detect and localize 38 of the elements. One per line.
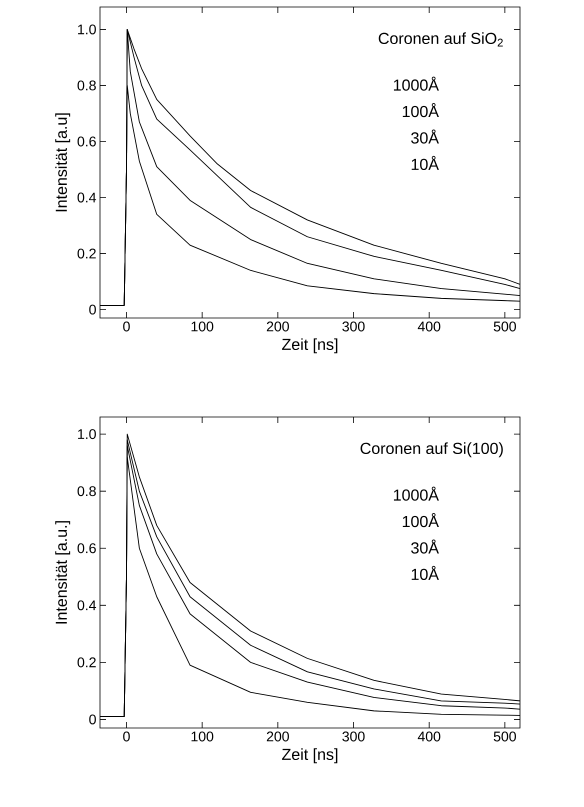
y-tick-label: 0.2: [78, 248, 96, 259]
annotation: 1000Å: [394, 486, 439, 501]
x-tick-label: 200: [266, 732, 289, 742]
x-tick-label: 200: [266, 322, 289, 332]
y-axis-title: Intensität [a.u]: [55, 113, 70, 212]
y-tick-label: 0: [89, 304, 96, 315]
y-tick-label: 1.0: [78, 24, 96, 34]
y-tick-label: 0.6: [78, 543, 96, 554]
y-tick-label: 0.2: [78, 657, 96, 668]
x-tick-label: 400: [418, 732, 440, 742]
annotation: 1000Å: [394, 76, 439, 91]
x-tick-label: 100: [192, 732, 214, 742]
x-tick-label: 400: [418, 322, 440, 332]
y-tick-label: 0.4: [78, 600, 96, 610]
y-axis-title: Intensität [a.u.]: [55, 521, 70, 624]
y-tick-label: 0.4: [78, 192, 96, 202]
x-tick-label: 0: [123, 322, 130, 332]
x-tick-label: 100: [192, 322, 214, 332]
annotation: 30Å: [411, 129, 439, 144]
y-tick-label: 0: [89, 714, 96, 724]
x-tick-label: 0: [123, 732, 130, 742]
x-tick-label: 500: [494, 732, 516, 742]
text: Coronen auf SiO$_{2}$: [378, 32, 503, 46]
annotation: 30Å: [411, 539, 439, 554]
x-axis-title: Zeit [ns]: [282, 338, 338, 354]
x-tick-label: 300: [342, 732, 365, 742]
y-tick-label: 1.0: [78, 429, 96, 440]
y-tick-label: 0.8: [78, 80, 96, 90]
annotation: 100Å: [402, 513, 439, 528]
y-tick-label: 0.6: [78, 136, 96, 146]
annotation: 10Å: [412, 566, 439, 580]
x-tick-label: 300: [342, 322, 365, 332]
x-tick-label: 500: [494, 322, 516, 332]
text: Coronen auf Si(100): [360, 442, 503, 458]
y-tick-label: 0.8: [78, 486, 96, 496]
annotation: 100Å: [402, 103, 439, 118]
x-axis-title: Zeit [ns]: [282, 748, 338, 764]
annotation: 10Å: [412, 156, 439, 170]
